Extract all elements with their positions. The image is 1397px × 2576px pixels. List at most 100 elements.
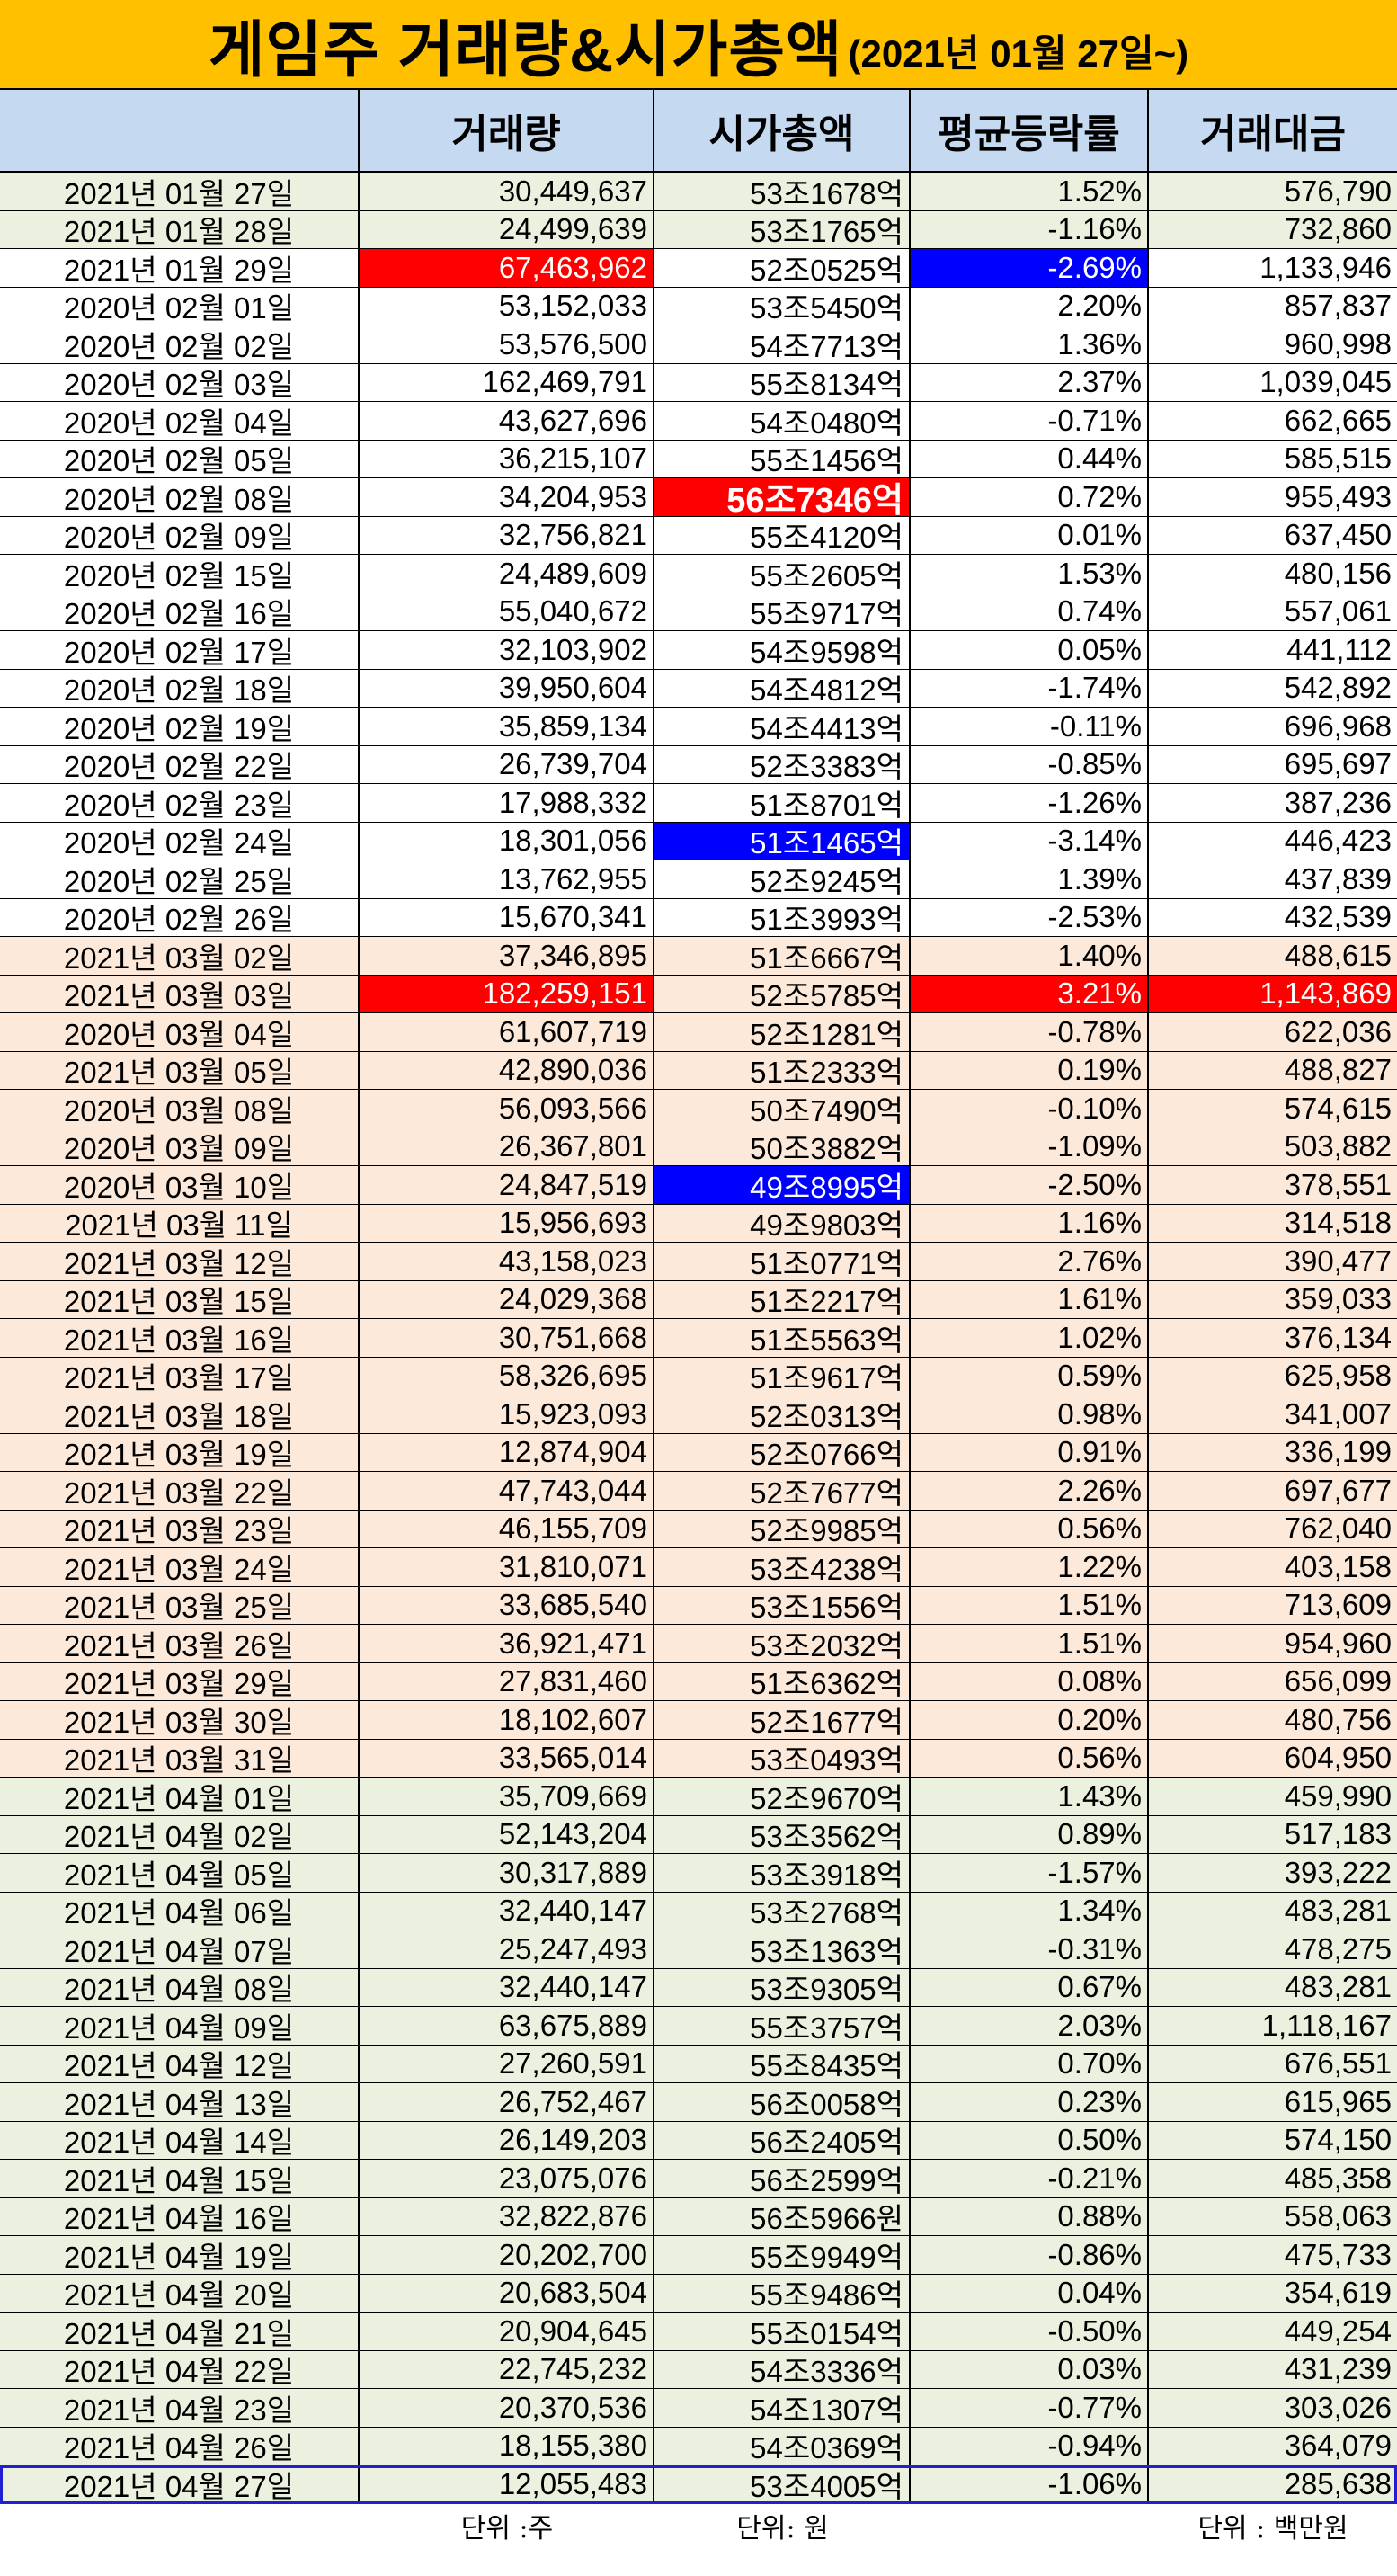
table-row: 2020년 02월 04일 43,627,696 54조0480억 -0.71% 662… xyxy=(0,402,1397,441)
cell-market-cap: 50조7490억 xyxy=(654,1090,911,1128)
cell-market-cap: 52조9245억 xyxy=(654,860,911,898)
cell-market-cap: 53조9305억 xyxy=(654,1968,911,2006)
cell-volume: 30,751,668 xyxy=(360,1319,654,1357)
cell-market-cap: 55조9486억 xyxy=(654,2274,911,2312)
cell-volume: 26,367,801 xyxy=(360,1128,654,1165)
cell-avg-change: 1.36% xyxy=(911,325,1149,363)
cell-market-cap: 55조3757억 xyxy=(654,2007,911,2045)
cell-date: 2021년 03월 25일 xyxy=(0,1586,360,1624)
cell-trade-amount: 359,033 xyxy=(1284,1282,1392,1316)
table-row: 2020년 02월 01일 53,152,033 53조5450억 2.20% 857,… xyxy=(0,287,1397,325)
cell-avg-change: 1.02% xyxy=(911,1319,1149,1357)
cell-avg-change: -0.86% xyxy=(911,2236,1149,2274)
table-row: 2021년 04월 02일 52,143,204 53조3562억 0.89% 517,… xyxy=(0,1815,1397,1854)
amount-unit-note: 단위 : 백만원 xyxy=(1197,2512,1348,2545)
cell-trade-amount: 960,998 xyxy=(1284,326,1392,361)
cell-market-cap: 53조1363억 xyxy=(654,1930,911,1968)
table-row: 2021년 03월 31일 33,565,014 53조0493억 0.56% 604,… xyxy=(0,1739,1397,1778)
cell-date: 2021년 03월 03일 xyxy=(0,975,360,1012)
cell-trade-amount: 604,950 xyxy=(1284,1741,1392,1775)
cell-market-cap: 53조2032억 xyxy=(654,1625,911,1662)
cell-volume: 27,260,591 xyxy=(360,2045,654,2082)
cell-volume: 32,103,902 xyxy=(360,631,654,669)
cell-market-cap: 52조0766억 xyxy=(654,1433,911,1471)
cell-volume: 55,040,672 xyxy=(360,593,654,630)
cell-trade-amount: 483,281 xyxy=(1284,1970,1392,2004)
cell-market-cap: 56조2405억 xyxy=(654,2121,911,2159)
cell-date: 2021년 03월 26일 xyxy=(0,1625,360,1662)
cell-date: 2021년 04월 07일 xyxy=(0,1930,360,1968)
table-row: 2021년 04월 07일 25,247,493 53조1363억 -0.31% 478… xyxy=(0,1930,1397,1969)
cell-trade-amount: 364,079 xyxy=(1284,2429,1392,2463)
cell-date: 2020년 03월 10일 xyxy=(0,1166,360,1204)
header-avg-change: 평균등락률 xyxy=(911,90,1149,171)
cell-market-cap: 51조2217억 xyxy=(654,1280,911,1318)
cell-market-cap: 51조3993억 xyxy=(654,898,911,936)
cell-trade-amount: 432,539 xyxy=(1284,900,1392,934)
header-volume: 거래량 xyxy=(360,90,654,171)
cell-volume: 22,745,232 xyxy=(360,2350,654,2388)
cell-date: 2021년 03월 22일 xyxy=(0,1472,360,1510)
cell-avg-change: -0.71% xyxy=(911,402,1149,440)
cell-market-cap: 51조0771억 xyxy=(654,1243,911,1280)
table-row: 2021년 03월 19일 12,874,904 52조0766억 0.91% 336,… xyxy=(0,1433,1397,1472)
cell-date: 2021년 03월 02일 xyxy=(0,937,360,975)
cell-date: 2021년 03월 29일 xyxy=(0,1662,360,1700)
cell-avg-change: 0.44% xyxy=(911,440,1149,477)
cell-market-cap: 51조9617억 xyxy=(654,1357,911,1395)
cell-trade-amount: 387,236 xyxy=(1284,785,1392,819)
cell-avg-change: -3.14% xyxy=(911,822,1149,860)
cell-volume: 43,158,023 xyxy=(360,1243,654,1280)
cell-volume: 20,904,645 xyxy=(360,2313,654,2350)
cell-volume: 20,683,504 xyxy=(360,2274,654,2312)
table-row: 2021년 03월 23일 46,155,709 52조9985억 0.56% 762,… xyxy=(0,1510,1397,1548)
cell-date: 2021년 04월 02일 xyxy=(0,1815,360,1853)
table-row: 2021년 04월 05일 30,317,889 53조3918억 -1.57% 393… xyxy=(0,1854,1397,1893)
cell-date: 2020년 02월 09일 xyxy=(0,516,360,554)
cell-date: 2020년 02월 22일 xyxy=(0,745,360,783)
cell-avg-change: 0.59% xyxy=(911,1357,1149,1395)
table-header: 거래량 시가총액 평균등락률 거래대금 xyxy=(0,90,1397,173)
cell-avg-change: -0.94% xyxy=(911,2427,1149,2465)
cell-avg-change: -0.10% xyxy=(911,1090,1149,1128)
table-row: 2020년 02월 25일 13,762,955 52조9245억 1.39% 437,… xyxy=(0,860,1397,899)
cell-trade-amount: 393,222 xyxy=(1284,1855,1392,1889)
table-row: 2021년 01월 29일 67,463,962 52조0525억 -2.69% 1,1… xyxy=(0,249,1397,288)
volume-unit-note: 단위 :주 xyxy=(460,2512,554,2545)
cell-volume: 63,675,889 xyxy=(360,2007,654,2045)
table-row: 2021년 03월 25일 33,685,540 53조1556억 1.51% 713,… xyxy=(0,1586,1397,1625)
cell-market-cap: 52조3383억 xyxy=(654,745,911,783)
cell-date: 2020년 02월 03일 xyxy=(0,363,360,401)
cell-date: 2021년 03월 31일 xyxy=(0,1739,360,1777)
cell-date: 2020년 02월 23일 xyxy=(0,784,360,822)
cell-market-cap: 53조0493억 xyxy=(654,1739,911,1777)
cell-avg-change: -0.21% xyxy=(911,2160,1149,2197)
cell-trade-amount: 574,615 xyxy=(1284,1091,1392,1125)
table-row: 2020년 02월 08일 34,204,953 56조7346억 0.72% 955,… xyxy=(0,478,1397,517)
cell-volume: 32,440,147 xyxy=(360,1892,654,1930)
cell-date: 2021년 03월 15일 xyxy=(0,1280,360,1318)
cell-volume: 30,317,889 xyxy=(360,1854,654,1892)
cell-volume: 26,149,203 xyxy=(360,2121,654,2159)
cell-date: 2021년 01월 27일 xyxy=(0,173,360,210)
cell-avg-change: -0.50% xyxy=(911,2313,1149,2350)
table-row: 2020년 02월 16일 55,040,672 55조9717억 0.74% 557,… xyxy=(0,593,1397,631)
cell-market-cap: 53조5450억 xyxy=(654,287,911,325)
page-title: 게임주 거래량&시가총액 (2021년 01월 27일~) xyxy=(0,0,1397,90)
cell-volume: 31,810,071 xyxy=(360,1548,654,1586)
cell-market-cap: 52조9670억 xyxy=(654,1778,911,1815)
cell-date: 2021년 03월 11일 xyxy=(0,1204,360,1242)
cell-trade-amount: 762,040 xyxy=(1284,1511,1392,1546)
cell-date: 2021년 04월 13일 xyxy=(0,2083,360,2121)
header-trade-amount: 거래대금 xyxy=(1200,112,1346,156)
table-row: 2020년 02월 05일 36,215,107 55조1456억 0.44% 585,… xyxy=(0,440,1397,478)
cell-market-cap: 51조1465억 xyxy=(654,822,911,860)
cell-trade-amount: 480,756 xyxy=(1284,1702,1392,1736)
table-row: 2021년 04월 01일 35,709,669 52조9670억 1.43% 459,… xyxy=(0,1778,1397,1816)
cell-trade-amount: 314,518 xyxy=(1284,1206,1392,1240)
cell-volume: 32,756,821 xyxy=(360,516,654,554)
cell-trade-amount: 488,827 xyxy=(1284,1053,1392,1087)
cell-market-cap: 49조8995억 xyxy=(654,1166,911,1204)
cell-market-cap: 55조1456억 xyxy=(654,440,911,477)
cell-volume: 33,685,540 xyxy=(360,1586,654,1624)
